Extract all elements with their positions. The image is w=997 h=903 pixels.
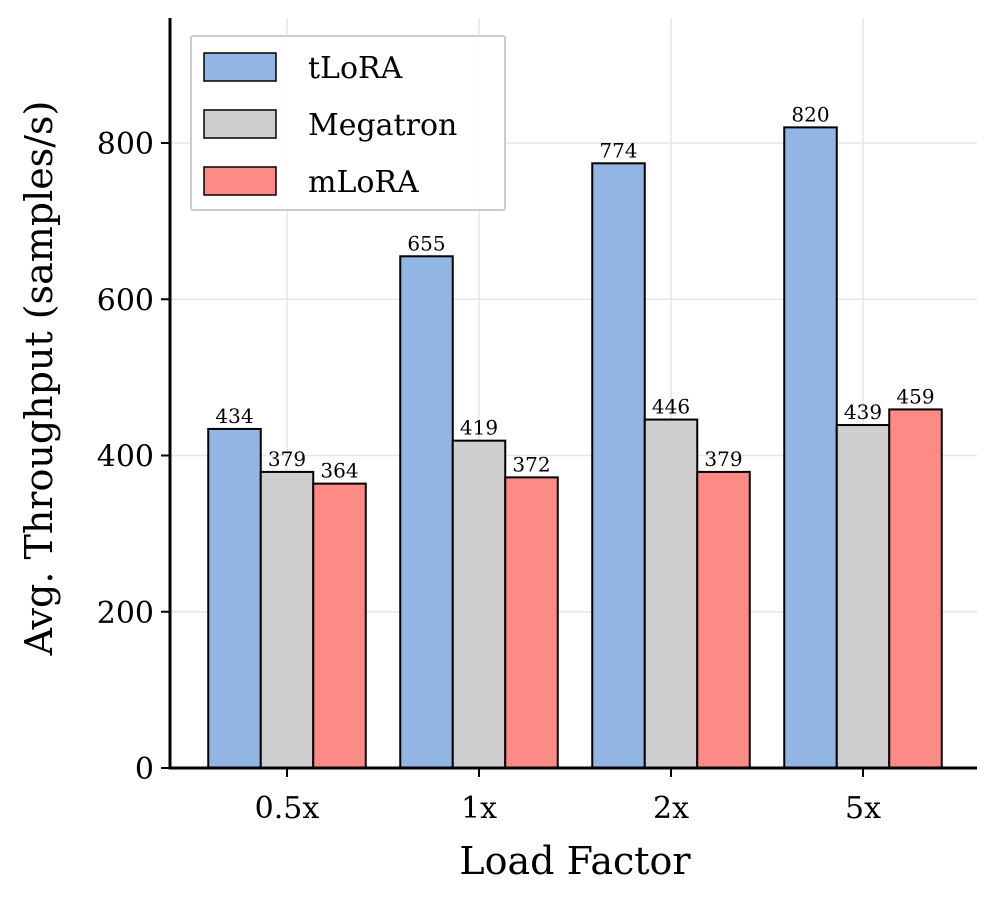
bar-mlora-1x: [504, 476, 559, 769]
bar-mlora-5x: [888, 408, 943, 769]
data-label: 434: [215, 404, 253, 428]
data-label: 372: [512, 452, 550, 476]
legend-label-megatron: Megatron: [308, 108, 457, 143]
bar-megatron-1x: [451, 439, 507, 769]
y-tick-label: 400: [97, 440, 154, 475]
bar-megatron-5x: [835, 424, 891, 769]
data-labels: 434 379 364 655 419 372 774 446 379 820 439 459: [215, 102, 934, 482]
y-tick-label: 0: [135, 752, 154, 787]
bar-megatron-2x: [643, 418, 699, 769]
legend-swatch-mlora: [203, 166, 277, 196]
bar-tlora-2x: [591, 162, 646, 769]
data-label: 364: [320, 459, 358, 483]
legend-swatch-megatron: [203, 109, 277, 139]
data-label: 774: [599, 138, 637, 162]
y-tick-label: 800: [97, 127, 154, 162]
bar-mlora-0_5x: [312, 482, 367, 769]
legend-label-tlora: tLoRA: [308, 51, 403, 86]
legend-label-mlora: mLoRA: [308, 165, 419, 200]
legend-swatch-tlora: [203, 52, 277, 82]
x-axis-label: Load Factor: [459, 839, 691, 883]
bar-mlora-2x: [696, 470, 751, 769]
y-tick-label: 200: [97, 596, 154, 631]
bar-tlora-5x: [783, 126, 838, 769]
data-label: 655: [407, 231, 445, 255]
data-label: 446: [652, 395, 690, 419]
data-label: 820: [791, 102, 829, 126]
data-label: 379: [268, 447, 306, 471]
y-axis-label: Avg. Throughput (samples/s): [17, 101, 61, 657]
x-tick-label: 2x: [653, 791, 689, 826]
y-tick-label: 600: [97, 283, 154, 318]
bar-tlora-0_5x: [207, 427, 262, 769]
data-label: 379: [704, 447, 742, 471]
x-tick-label: 1x: [461, 791, 497, 826]
x-tick-labels: 0.5x 1x 2x 5x: [255, 768, 881, 826]
legend: tLoRA Megatron mLoRA: [190, 35, 506, 211]
data-label: 459: [896, 384, 934, 408]
data-label: 439: [844, 400, 882, 424]
bar-tlora-1x: [399, 255, 454, 769]
data-label: 419: [460, 416, 498, 440]
bar-megatron-0_5x: [259, 470, 315, 769]
y-tick-labels: 0 200 400 600 800: [97, 127, 170, 787]
bars: [207, 126, 943, 769]
x-tick-label: 0.5x: [255, 791, 320, 826]
x-tick-label: 5x: [845, 791, 881, 826]
